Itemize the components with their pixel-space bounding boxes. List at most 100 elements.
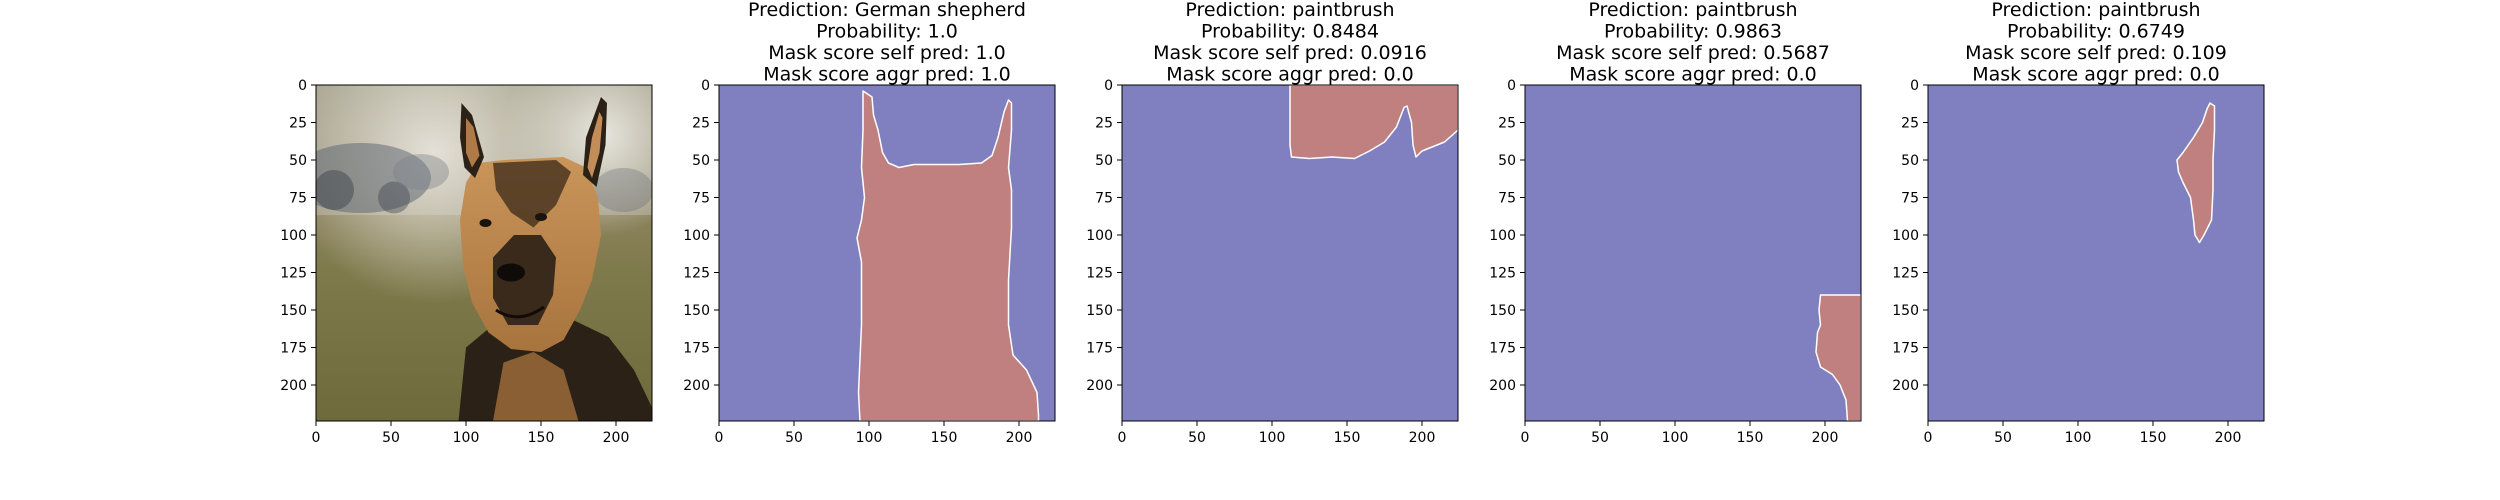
y-tick-label: 50: [692, 153, 710, 169]
y-tick-label: 175: [280, 341, 307, 357]
y-tick-label: 200: [280, 378, 307, 394]
y-tick-label: 0: [1104, 78, 1113, 94]
y-tick-label: 125: [1086, 266, 1113, 282]
title-line: Prediction: paintbrush: [1991, 0, 2200, 21]
x-tick-label: 150: [2140, 430, 2167, 446]
x-tick-label: 150: [528, 430, 555, 446]
mask-region: [1289, 85, 1458, 160]
x-tick-label: 200: [603, 430, 630, 446]
y-tick-label: 125: [1489, 266, 1516, 282]
dog-photo: [316, 85, 652, 421]
title-line: Probability: 1.0: [816, 21, 958, 43]
axes-frame: [315, 84, 653, 422]
subplot-3: 0 50 100 150 200 0 25 50 75 100 125 150 175 200 Predic…: [1086, 0, 1459, 446]
mask-image: [1122, 85, 1458, 421]
y-tick-label: 125: [1892, 266, 1919, 282]
y-tick-label: 150: [280, 303, 307, 319]
axes-frame: [1121, 84, 1459, 422]
x-tick-label: 150: [931, 430, 958, 446]
y-tick-label: 100: [1086, 228, 1113, 244]
y-tick-label: 0: [701, 78, 710, 94]
y-tick-label: 100: [1489, 228, 1516, 244]
y-tick-label: 0: [1910, 78, 1919, 94]
y-tick-label: 75: [1901, 191, 1919, 207]
y-tick-label: 25: [1095, 116, 1113, 132]
axes-frame: [1524, 84, 1862, 422]
y-tick-label: 200: [1086, 378, 1113, 394]
title-line: Mask score self pred: 0.0916: [1153, 42, 1427, 64]
x-tick-label: 100: [1259, 430, 1286, 446]
y-tick-label: 150: [1489, 303, 1516, 319]
mask-region: [2176, 102, 2216, 244]
mask-region: [856, 90, 1040, 421]
subplot-5: 0 50 100 150 200 0 25 50 75 100 125 150 175 200 Predic…: [1892, 0, 2265, 446]
x-tick-label: 0: [1521, 430, 1530, 446]
y-tick-label: 75: [289, 191, 307, 207]
subplot-1: 0 50 100 150 200 0 25 50 75 100 125 150 175 200: [280, 78, 653, 446]
y-tick-label: 175: [1892, 341, 1919, 357]
x-tick-label: 150: [1737, 430, 1764, 446]
x-tick-label: 200: [1409, 430, 1436, 446]
x-tick-label: 50: [1188, 430, 1206, 446]
title-line: Mask score aggr pred: 0.0: [1972, 64, 2220, 86]
mask-background: [1525, 85, 1861, 421]
title-line: Mask score aggr pred: 0.0: [1569, 64, 1817, 86]
title-line: Prediction: paintbrush: [1588, 0, 1797, 21]
y-tick-label: 150: [683, 303, 710, 319]
y-tick-label: 75: [1498, 191, 1516, 207]
title-line: Mask score self pred: 0.109: [1965, 42, 2227, 64]
y-tick-label: 25: [1498, 116, 1516, 132]
y-tick-label: 200: [1489, 378, 1516, 394]
x-tick-label: 100: [1662, 430, 1689, 446]
title-line: Mask score aggr pred: 0.0: [1166, 64, 1414, 86]
y-tick-label: 125: [683, 266, 710, 282]
y-tick-label: 50: [289, 153, 307, 169]
x-tick-label: 0: [715, 430, 724, 446]
y-tick-label: 175: [683, 341, 710, 357]
x-tick-label: 100: [856, 430, 883, 446]
mask-image: [1928, 85, 2264, 421]
title-line: Prediction: paintbrush: [1185, 0, 1394, 21]
mask-image: [1525, 85, 1861, 421]
x-tick-label: 200: [1006, 430, 1033, 446]
y-tick-label: 50: [1901, 153, 1919, 169]
x-tick-label: 50: [382, 430, 400, 446]
title-line: Probability: 0.8484: [1201, 21, 1379, 43]
y-tick-label: 125: [280, 266, 307, 282]
subplot-2: 0 50 100 150 200 0 25 50 75 100 125 150 175 200 Predic…: [683, 0, 1056, 446]
y-tick-label: 50: [1095, 153, 1113, 169]
y-tick-label: 50: [1498, 153, 1516, 169]
y-tick-label: 175: [1086, 341, 1113, 357]
y-tick-label: 150: [1086, 303, 1113, 319]
title-line: Probability: 0.6749: [2007, 21, 2185, 43]
y-tick-label: 0: [298, 78, 307, 94]
y-tick-label: 25: [1901, 116, 1919, 132]
mask-image: [719, 85, 1055, 421]
x-tick-label: 0: [312, 430, 321, 446]
x-tick-label: 50: [785, 430, 803, 446]
title-line: Mask score aggr pred: 1.0: [763, 64, 1011, 86]
y-tick-label: 0: [1507, 78, 1516, 94]
x-tick-label: 100: [2065, 430, 2092, 446]
y-tick-label: 200: [1892, 378, 1919, 394]
y-tick-label: 150: [1892, 303, 1919, 319]
x-tick-label: 150: [1334, 430, 1361, 446]
y-tick-label: 25: [692, 116, 710, 132]
axes-frame: [718, 84, 1056, 422]
x-tick-label: 0: [1118, 430, 1127, 446]
axes-frame: [1927, 84, 2265, 422]
x-tick-label: 200: [1812, 430, 1839, 446]
title-line: Mask score self pred: 1.0: [768, 42, 1006, 64]
y-tick-label: 100: [683, 228, 710, 244]
title-line: Probability: 0.9863: [1604, 21, 1782, 43]
y-tick-label: 100: [1892, 228, 1919, 244]
dog: [458, 97, 652, 421]
title-line: Mask score self pred: 0.5687: [1556, 42, 1830, 64]
y-tick-label: 175: [1489, 341, 1516, 357]
x-tick-label: 50: [1591, 430, 1609, 446]
title-line: Prediction: German shepherd: [748, 0, 1026, 21]
x-tick-label: 50: [1994, 430, 2012, 446]
y-tick-label: 75: [1095, 191, 1113, 207]
x-tick-label: 0: [1924, 430, 1933, 446]
